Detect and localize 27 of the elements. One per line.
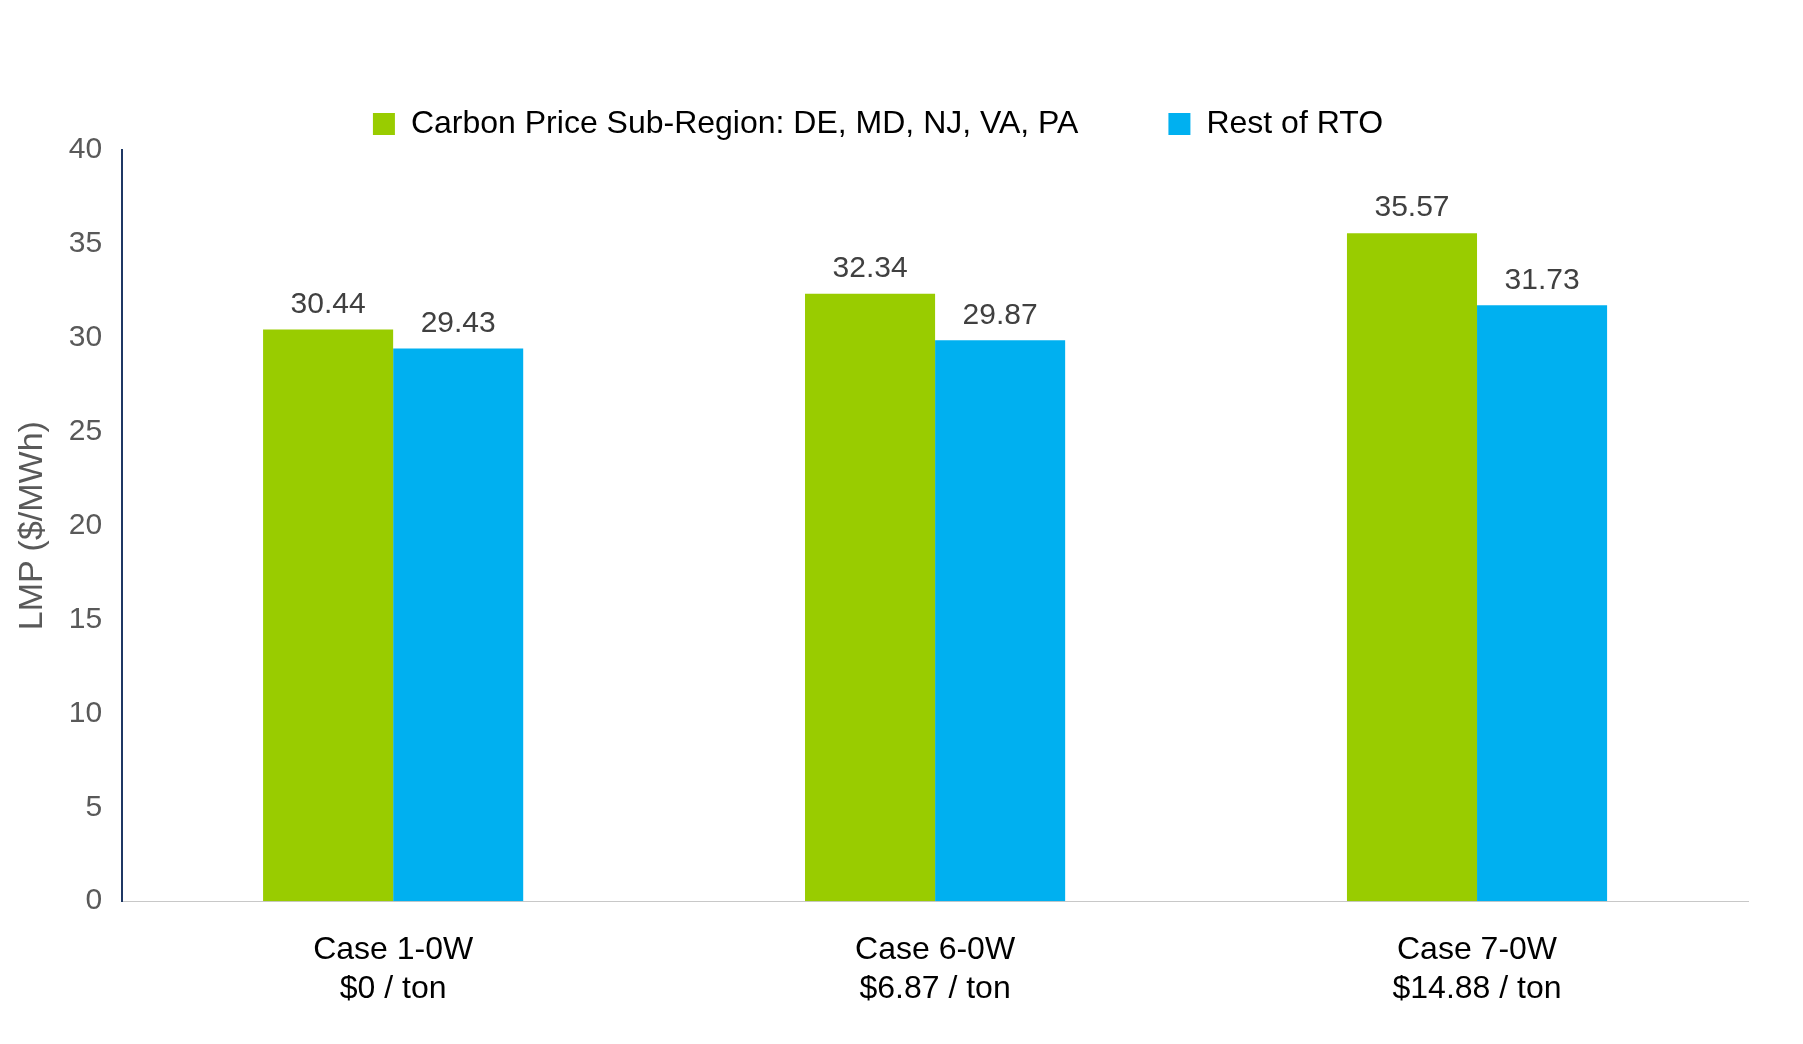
bar (263, 329, 394, 902)
y-tick-label: 25 (68, 412, 103, 446)
data-label: 31.73 (1504, 261, 1580, 295)
legend-label: Rest of RTO (1206, 103, 1384, 140)
bar (393, 348, 524, 902)
y-tick-label: 35 (68, 225, 103, 259)
bar (805, 293, 936, 902)
data-label: 32.34 (832, 250, 908, 284)
data-label: 29.87 (962, 296, 1038, 330)
data-label: 35.57 (1374, 189, 1450, 223)
legend-label: Carbon Price Sub-Region: DE, MD, NJ, VA, PA (410, 103, 1080, 140)
y-tick-label: 0 (85, 882, 103, 916)
y-tick-label: 30 (68, 319, 103, 353)
bar (1477, 305, 1608, 902)
data-label: 30.44 (290, 285, 366, 319)
data-label: 29.43 (420, 304, 496, 338)
x-tick-label: Case 1-0W $0 / ton (313, 930, 474, 1005)
x-tick-label: Case 7-0W $14.88 / ton (1392, 930, 1562, 1005)
y-tick-label: 20 (68, 506, 103, 540)
bar (1346, 233, 1478, 902)
y-axis-title: LMP ($/MWh) (10, 421, 49, 631)
x-tick-label: Case 6-0W $6.87 / ton (855, 930, 1016, 1005)
y-tick-label: 5 (85, 788, 103, 822)
y-tick-label: 15 (68, 600, 103, 634)
bar (935, 340, 1066, 902)
y-tick-label: 10 (68, 694, 103, 728)
y-tick-label: 40 (68, 131, 103, 165)
